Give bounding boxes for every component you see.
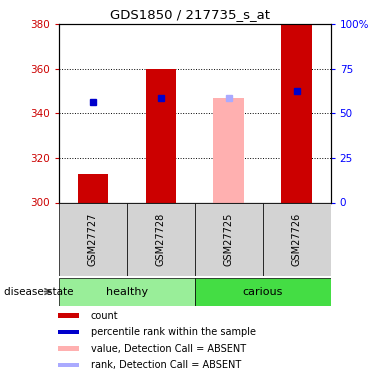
Bar xyxy=(214,98,244,202)
Bar xyxy=(263,202,331,276)
Bar xyxy=(146,69,176,203)
Text: GSM27728: GSM27728 xyxy=(156,212,166,266)
Text: GSM27725: GSM27725 xyxy=(224,212,234,266)
Bar xyxy=(78,174,108,202)
Text: value, Detection Call = ABSENT: value, Detection Call = ABSENT xyxy=(91,344,246,354)
Text: disease state: disease state xyxy=(4,286,73,297)
Bar xyxy=(58,346,79,351)
Bar xyxy=(58,330,79,334)
Bar xyxy=(59,278,195,306)
Bar xyxy=(195,278,331,306)
Bar xyxy=(58,314,79,318)
Text: GDS1850 / 217735_s_at: GDS1850 / 217735_s_at xyxy=(110,8,270,21)
Bar xyxy=(281,24,312,202)
Text: carious: carious xyxy=(242,286,283,297)
Text: GSM27726: GSM27726 xyxy=(291,212,302,266)
Bar xyxy=(58,363,79,367)
Text: count: count xyxy=(91,311,118,321)
Bar xyxy=(195,202,263,276)
Text: percentile rank within the sample: percentile rank within the sample xyxy=(91,327,256,337)
Text: GSM27727: GSM27727 xyxy=(88,212,98,266)
Text: healthy: healthy xyxy=(106,286,148,297)
Bar xyxy=(59,202,127,276)
Text: rank, Detection Call = ABSENT: rank, Detection Call = ABSENT xyxy=(91,360,241,370)
Bar xyxy=(127,202,195,276)
